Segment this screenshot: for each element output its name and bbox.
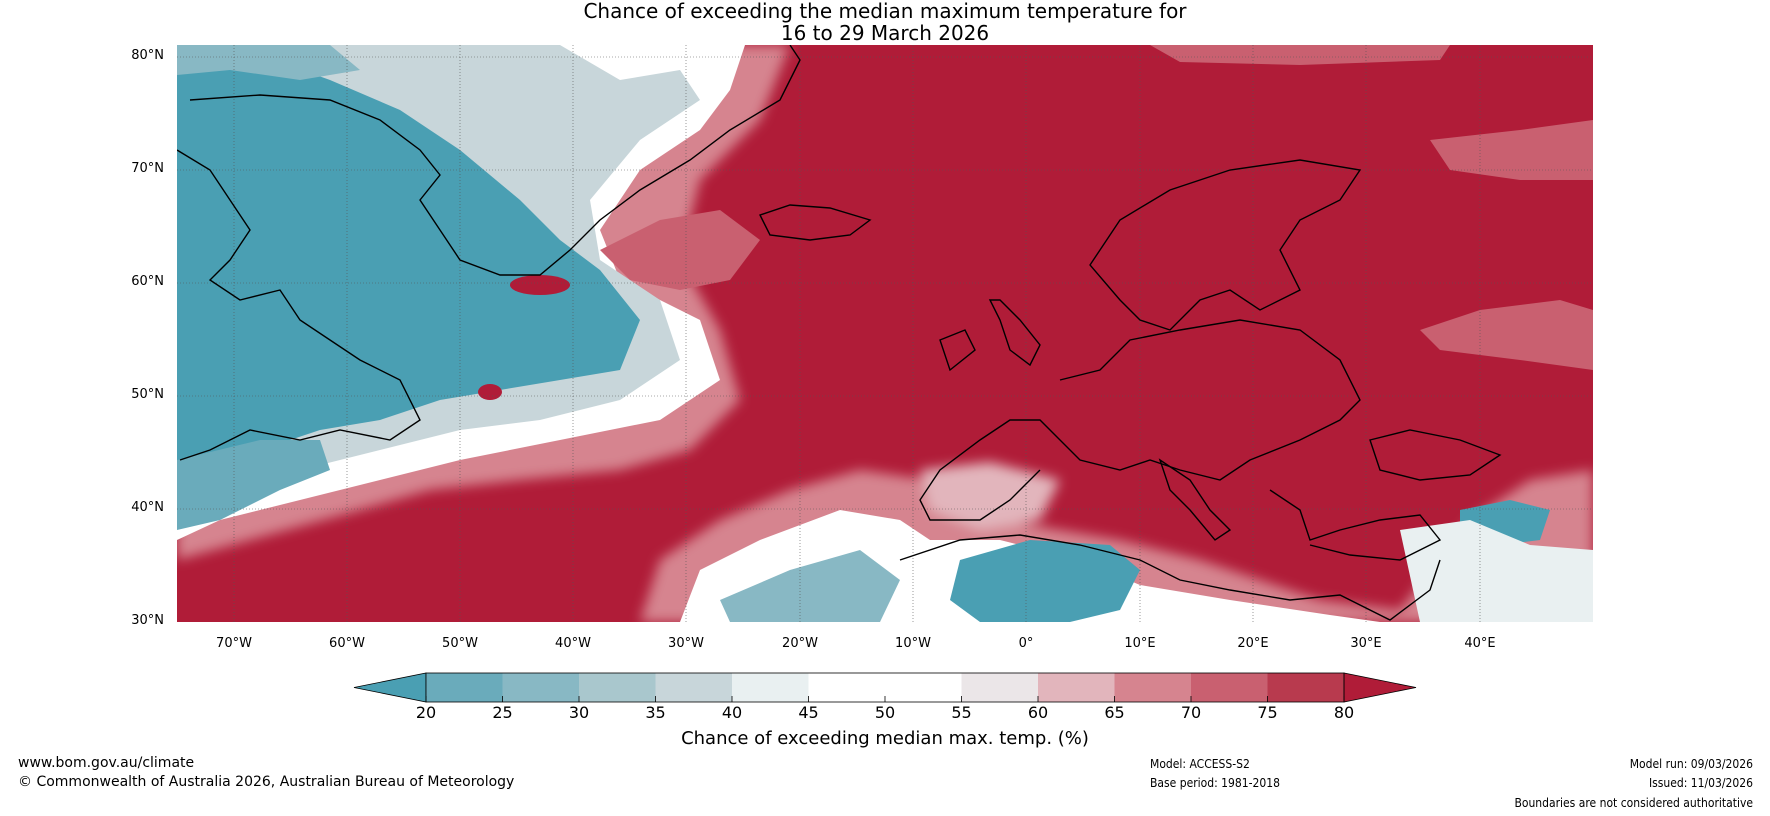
lat-label-70n: 70°N	[131, 161, 164, 176]
colorbar-segment	[1267, 673, 1344, 702]
cool-region-greenland-labrador	[177, 55, 640, 480]
cool-region-north	[177, 45, 360, 80]
transition-band-iberia	[920, 462, 1060, 530]
colorbar-tick-label: 75	[1257, 703, 1278, 722]
colorbar-under-arrow	[353, 672, 427, 703]
colorbar-segment	[1191, 673, 1268, 702]
colorbar-segment	[579, 673, 656, 702]
warm-patch-greenland-tip	[510, 275, 570, 295]
colorbar-segment	[808, 673, 885, 702]
colorbar-tick-label: 50	[874, 703, 896, 722]
coast-black-sea	[1369, 429, 1502, 481]
footer-url: www.bom.gov.au/climate	[18, 755, 195, 771]
lat-label-80n: 80°N	[131, 48, 164, 63]
lon-label-60w: 60°W	[329, 636, 365, 651]
coast-british-isles	[939, 299, 1041, 372]
colorbar-tick-label: 70	[1180, 703, 1202, 722]
cool-patch-sw	[177, 440, 330, 530]
coast-europe	[919, 319, 1361, 521]
warm-patch-northeast	[1430, 120, 1593, 180]
lat-label-40n: 40°N	[131, 500, 164, 515]
coast-north-africa	[899, 534, 1441, 621]
warm-patch-iceland-sea	[600, 210, 760, 290]
colorbar-tick-label: 40	[721, 703, 743, 722]
colorbar-tick-label: 30	[568, 703, 590, 722]
lon-label-10w: 10°W	[895, 636, 931, 651]
lon-label-0: 0°	[1018, 636, 1034, 651]
colorbar-segment	[1038, 673, 1115, 702]
lon-label-50w: 50°W	[442, 636, 478, 651]
footer-model: Model: ACCESS-S2	[1150, 757, 1250, 771]
colorbar-over-arrow	[1343, 672, 1417, 703]
graticule	[177, 45, 1593, 622]
lon-label-20e: 20°E	[1237, 636, 1269, 651]
lat-label-30n: 30°N	[131, 613, 164, 628]
lon-label-40e: 40°E	[1464, 636, 1496, 651]
colorbar-segment	[961, 673, 1038, 702]
chart-title-line-2: 16 to 29 March 2026	[780, 21, 990, 45]
lat-label-50n: 50°N	[131, 387, 164, 402]
colorbar-segment	[1114, 673, 1191, 702]
neutral-patch-southeast	[1400, 520, 1593, 622]
lat-label-60n: 60°N	[131, 274, 164, 289]
colorbar-segment	[502, 673, 579, 702]
lon-label-40w: 40°W	[555, 636, 591, 651]
lon-label-20w: 20°W	[782, 636, 818, 651]
footer-copyright: © Commonwealth of Australia 2026, Austra…	[18, 774, 515, 790]
colorbar-tick-label: 80	[1333, 703, 1355, 722]
colorbar-tick-label: 35	[645, 703, 666, 722]
probability-field	[177, 45, 1593, 622]
colorbar-segment	[426, 673, 503, 702]
colorbar-segment	[655, 673, 732, 702]
coast-italy	[1158, 458, 1232, 541]
lon-label-30w: 30°W	[668, 636, 704, 651]
lon-label-70w: 70°W	[216, 636, 252, 651]
colorbar-tick-label: 25	[492, 703, 513, 722]
colorbar-tick-label: 55	[951, 703, 972, 722]
coast-scandinavia	[1089, 159, 1362, 331]
coast-canada	[177, 149, 421, 461]
colorbar-segment	[885, 673, 962, 702]
cool-region-north-africa	[950, 540, 1140, 622]
warm-patch-north-cap	[1150, 45, 1450, 65]
footer-disclaimer: Boundaries are not considered authoritat…	[1514, 796, 1753, 810]
lon-label-30e: 30°E	[1350, 636, 1382, 651]
colorbar-tick-label: 60	[1027, 703, 1049, 722]
colorbar-label: Chance of exceeding median max. temp. (%…	[681, 728, 1089, 749]
chart-title-line-1: Chance of exceeding the median maximum t…	[583, 0, 1187, 23]
colorbar-tick-label: 45	[798, 703, 819, 722]
coast-iceland	[759, 204, 872, 241]
colorbar-tick-label: 65	[1104, 703, 1125, 722]
footer-base-period: Base period: 1981-2018	[1150, 776, 1281, 790]
warm-patch-russia	[1420, 300, 1593, 370]
footer-model-run: Model run: 09/03/2026	[1629, 757, 1753, 771]
colorbar-tick-label: 20	[415, 703, 437, 722]
colorbar-segment	[732, 673, 809, 702]
coast-greenland	[189, 45, 801, 276]
footer-issued: Issued: 11/03/2026	[1648, 776, 1753, 790]
lon-label-10e: 10°E	[1124, 636, 1156, 651]
coastlines	[177, 45, 1502, 621]
cool-patch-south-atlantic	[720, 550, 900, 622]
coast-greece-turkey	[1269, 489, 1442, 561]
